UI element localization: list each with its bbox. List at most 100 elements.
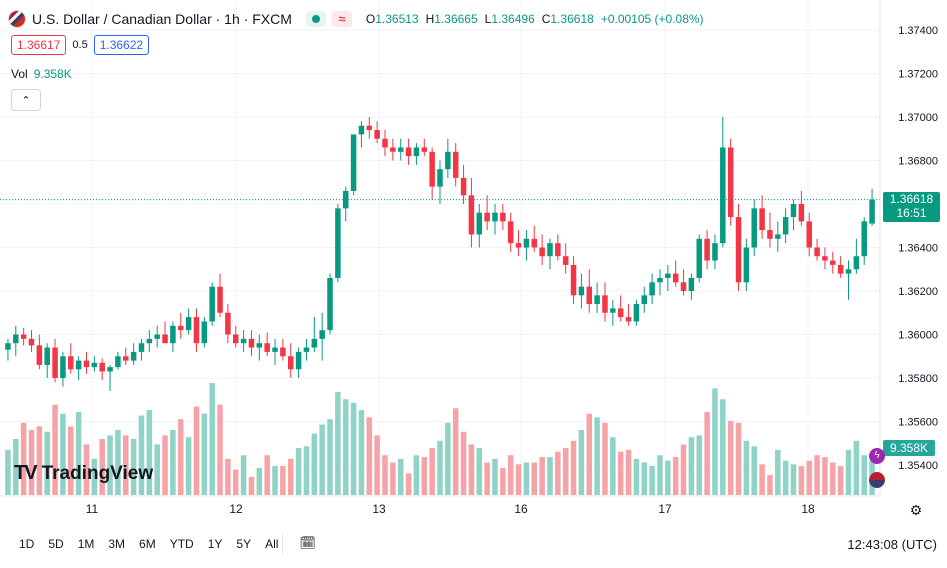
candle-body <box>657 277 663 283</box>
volume-bar <box>484 462 490 495</box>
volume-bar <box>562 448 569 495</box>
volume-bar <box>319 424 325 495</box>
volume-bar <box>531 462 538 495</box>
volume-bar <box>523 462 530 495</box>
time-axis: 11 12 13 16 17 18 <box>86 502 815 516</box>
range-button-3m[interactable]: 3M <box>108 537 126 551</box>
utc-clock[interactable]: 12:43:08 (UTC) <box>847 536 937 552</box>
usd-cad-flag-icon <box>8 10 26 28</box>
volume-bar <box>374 435 380 495</box>
candle-body <box>68 356 74 370</box>
delayed-data-icon[interactable]: ≈ <box>331 11 352 27</box>
volume-bar <box>602 422 608 495</box>
volume-bar <box>845 449 852 495</box>
buy-button[interactable]: 1.36622 <box>93 35 150 55</box>
range-button-1y[interactable]: 1Y <box>207 537 223 551</box>
candle-body <box>672 273 679 283</box>
volume-legend: Vol 9.358K <box>11 67 72 81</box>
volume-bar <box>36 426 43 495</box>
trade-buttons: 1.36617 0.5 1.36622 <box>11 35 150 55</box>
market-open-icon[interactable] <box>305 11 326 27</box>
candle-body <box>830 260 836 265</box>
volume-bar <box>814 455 820 495</box>
volume-bar <box>515 464 522 495</box>
volume-bar <box>712 388 718 495</box>
volume-bar <box>460 431 467 495</box>
volume-bar <box>13 439 19 495</box>
candle-body <box>680 282 687 291</box>
tradingview-logo[interactable]: TV TradingView <box>14 462 153 485</box>
price-tick-label: 1.37200 <box>898 69 938 81</box>
candle-body <box>578 286 585 296</box>
volume-bar <box>775 449 781 495</box>
candle-body <box>287 356 294 370</box>
range-button-ytd[interactable]: YTD <box>169 537 194 551</box>
range-buttons: 1D 5D 1M 3M 6M YTD 1Y 5Y All <box>12 537 285 551</box>
sell-button[interactable]: 1.36617 <box>11 35 67 55</box>
volume-bar <box>586 413 593 495</box>
volume-bar <box>798 466 805 495</box>
range-button-all[interactable]: All <box>265 537 279 551</box>
candle-body <box>602 295 608 313</box>
candle-body <box>217 286 223 313</box>
volume-bar <box>68 426 74 495</box>
range-button-5y[interactable]: 5Y <box>236 537 252 551</box>
us-flag-event-icon[interactable] <box>869 472 885 488</box>
volume-bar <box>413 455 420 495</box>
volume-bar <box>52 404 58 495</box>
price-tick-label: 1.36800 <box>898 156 938 168</box>
candle-body <box>303 347 310 352</box>
volume-bar <box>696 435 702 495</box>
chevron-up-icon[interactable]: ⌃ <box>11 89 41 111</box>
candle-body <box>570 264 577 296</box>
bottom-toolbar: 1D 5D 1M 3M 6M YTD 1Y 5Y All 🗓 12:43:08 (UTC) <box>0 528 947 560</box>
toolbar-divider <box>282 534 283 554</box>
price-tick-label: 1.37000 <box>898 112 938 124</box>
gear-icon[interactable]: ⚙ <box>909 502 923 518</box>
ohlc-values: O1.36513 H1.36665 L1.36496 C1.36618 +0.0… <box>365 12 704 26</box>
time-tick-label: 17 <box>658 502 672 516</box>
volume-bar <box>225 458 231 495</box>
volume-bar <box>154 444 160 495</box>
candle-body <box>225 312 231 335</box>
volume-bar <box>830 462 836 495</box>
volume-bar <box>287 458 294 495</box>
candle-body <box>853 256 860 270</box>
price-tick-label: 1.35400 <box>898 460 938 472</box>
candle-body <box>649 282 655 296</box>
volume-bar <box>727 420 734 495</box>
volume-bar <box>767 475 773 495</box>
candle-body <box>460 177 467 196</box>
volume-bar <box>570 440 577 495</box>
calendar-range-icon[interactable]: 🗓 <box>299 535 316 550</box>
volume-bar <box>264 455 270 495</box>
volume-bar <box>256 467 263 495</box>
candle-body <box>837 264 844 274</box>
range-button-5d[interactable]: 5D <box>48 537 64 551</box>
lightning-event-icon[interactable]: ϟ <box>869 448 885 464</box>
time-tick-label: 11 <box>86 502 99 516</box>
candle-body <box>539 247 545 257</box>
candle-body <box>492 212 498 222</box>
bar-countdown: 16:51 <box>896 206 927 220</box>
candle-body <box>798 204 805 222</box>
candle-body <box>382 138 388 148</box>
range-button-1d[interactable]: 1D <box>19 537 35 551</box>
volume-bar <box>861 455 867 495</box>
candle-body <box>562 256 569 265</box>
volume-bar <box>123 435 129 495</box>
candle-body <box>633 304 640 322</box>
volume-bar <box>201 413 208 495</box>
volume-bar <box>311 433 318 495</box>
range-button-6m[interactable]: 6M <box>139 537 156 551</box>
volume-bar <box>28 429 35 495</box>
candle-body <box>335 208 341 278</box>
candle-body <box>201 321 208 344</box>
candle-body <box>319 330 325 339</box>
volume-bar <box>358 410 365 495</box>
volume-bar <box>476 448 483 495</box>
volume-bar <box>437 440 443 495</box>
range-button-1m[interactable]: 1M <box>77 537 95 551</box>
symbol-title[interactable]: U.S. Dollar / Canadian Dollar · 1h · FXC… <box>32 11 292 27</box>
